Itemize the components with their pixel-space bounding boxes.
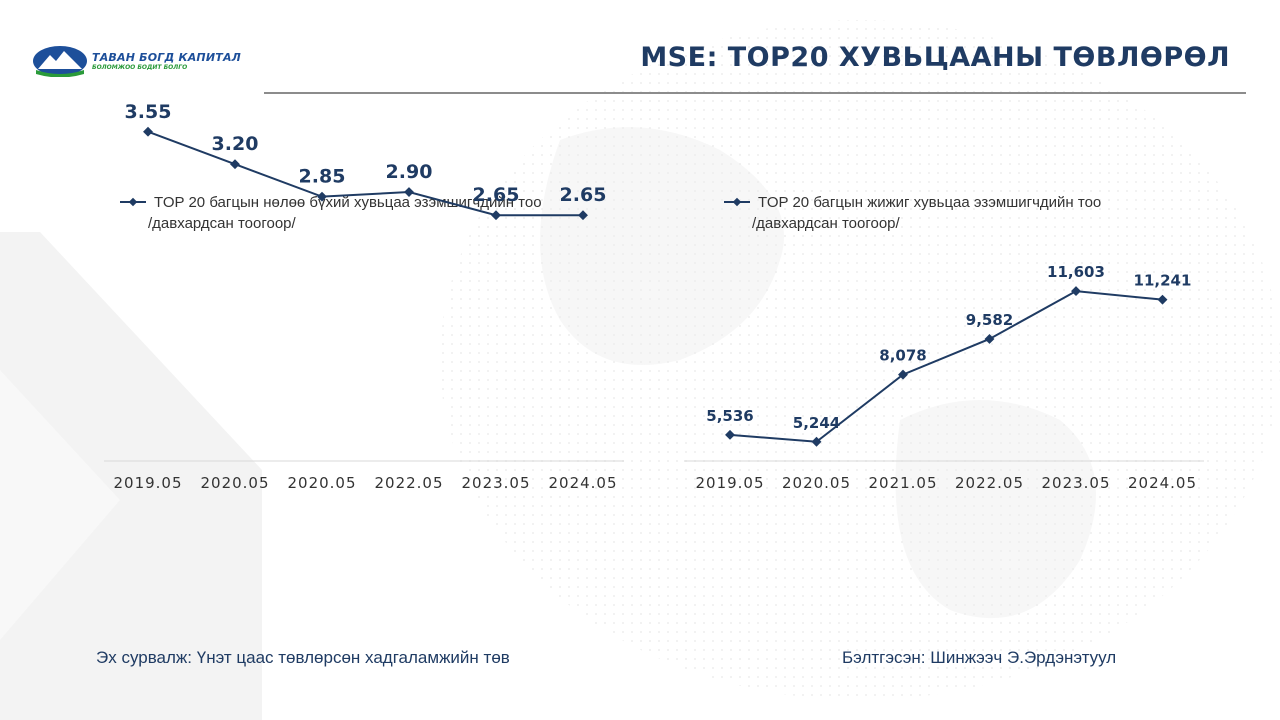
- data-label: 2.90: [386, 161, 433, 183]
- x-tick-label: 2023.05: [461, 474, 530, 492]
- data-point: [811, 436, 822, 447]
- data-label: 9,582: [966, 311, 1013, 329]
- data-point: [578, 210, 588, 221]
- legend-diamond-marker: [732, 197, 742, 207]
- x-tick-label: 2022.05: [374, 474, 443, 492]
- page-title: MSE: TOP20 ХУВЬЦААНЫ ТӨВЛӨРӨЛ: [640, 42, 1230, 73]
- mountain-logo-icon: [33, 46, 87, 77]
- legend-label-line: /давхардсан тоогоор/: [148, 215, 297, 232]
- logo-name: ТАВАН БОГД КАПИТАЛ: [92, 50, 241, 64]
- series-line: [729, 290, 1163, 443]
- x-tick-label: 2022.05: [955, 474, 1024, 492]
- x-tick-label: 2023.05: [1041, 474, 1110, 492]
- x-tick-label: 2020.05: [287, 474, 356, 492]
- data-point: [984, 334, 995, 344]
- x-tick-label: 2020.05: [782, 474, 851, 492]
- x-tick-label: 2024.05: [548, 474, 617, 492]
- company-logo: ТАВАН БОГД КАПИТАЛ БОЛОМЖОО БОДИТ БОЛГО: [32, 44, 242, 78]
- data-point: [725, 429, 735, 440]
- legend-label-line: TOP 20 багцын жижиг хувьцаа эзэмшигчдийн…: [758, 194, 1101, 211]
- chart-legend: TOP 20 багцын жижиг хувьцаа эзэмшигчдийн…: [724, 194, 1101, 232]
- logo-tagline: БОЛОМЖОО БОДИТ БОЛГО: [92, 63, 188, 71]
- data-point: [491, 210, 501, 221]
- legend-label-line: /давхардсан тоогоор/: [752, 215, 901, 232]
- legend-label: TOP 20 багцын жижиг хувьцаа эзэмшигчдийн…: [752, 194, 1101, 232]
- series-line: [147, 130, 583, 217]
- data-label: 2.85: [299, 166, 346, 188]
- x-tick-label: 2021.05: [868, 474, 937, 492]
- data-point: [1157, 294, 1168, 305]
- legend-diamond-marker: [128, 197, 138, 207]
- data-label: 3.20: [212, 133, 259, 155]
- data-point: [143, 126, 153, 137]
- holders-small-chart: TOP 20 багцын жижиг хувьцаа эзэмшигчдийн…: [684, 194, 1204, 492]
- data-point: [898, 369, 908, 380]
- data-point: [1071, 286, 1081, 297]
- legend-label-line: TOP 20 багцын нөлөө бүхий хувьцаа эзэмши…: [154, 194, 542, 211]
- x-tick-label: 2024.05: [1128, 474, 1197, 492]
- data-label: 2.65: [560, 184, 607, 206]
- author-note: Бэлтгэсэн: Шинжээч Э.Эрдэнэтуул: [842, 648, 1117, 667]
- data-label: 5,536: [706, 407, 753, 425]
- data-label: 8,078: [879, 347, 926, 365]
- data-label: 11,241: [1134, 272, 1192, 290]
- data-label: 3.55: [125, 101, 172, 123]
- x-tick-label: 2019.05: [113, 474, 182, 492]
- data-label: 11,603: [1047, 263, 1105, 281]
- legend-label: TOP 20 багцын нөлөө бүхий хувьцаа эзэмши…: [148, 194, 542, 232]
- title-divider: [264, 92, 1246, 94]
- source-note: Эх сурвалж: Үнэт цаас төвлөрсөн хадгалам…: [96, 648, 510, 667]
- data-label: 2.65: [473, 184, 520, 206]
- x-tick-label: 2019.05: [695, 474, 764, 492]
- holders-influential-chart: TOP 20 багцын нөлөө бүхий хувьцаа эзэмши…: [104, 101, 624, 492]
- data-label: 5,244: [793, 414, 840, 432]
- x-tick-label: 2020.05: [200, 474, 269, 492]
